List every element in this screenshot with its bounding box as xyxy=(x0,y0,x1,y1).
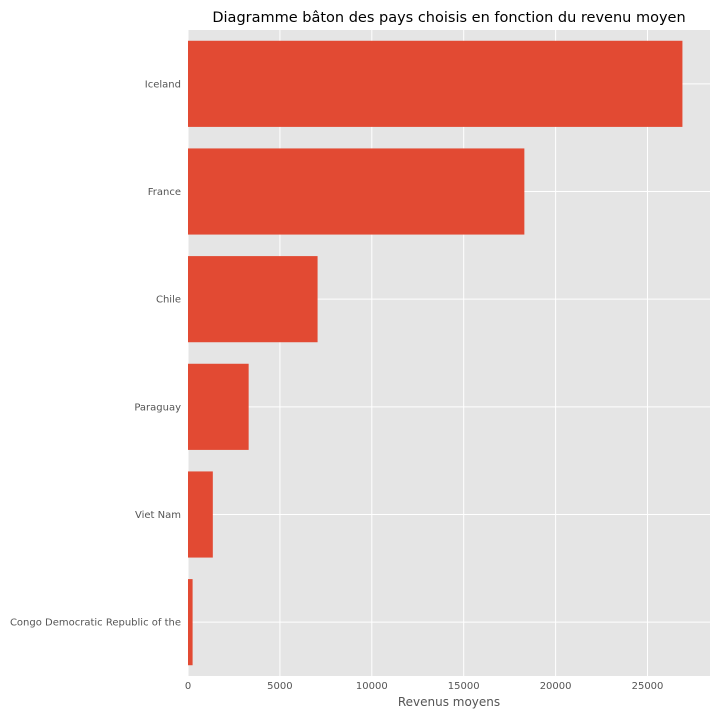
bars xyxy=(188,40,683,666)
bar xyxy=(188,471,213,558)
x-tick-label: 25000 xyxy=(632,681,664,692)
y-tick-labels: Iceland France Chile Paraguay Viet Nam Congo … xyxy=(10,79,181,628)
plot-area xyxy=(188,30,710,676)
x-tick-label: 10000 xyxy=(356,681,388,692)
x-tick-label: 20000 xyxy=(540,681,572,692)
bar xyxy=(188,256,318,343)
y-tick-label: France xyxy=(148,187,181,198)
x-tick-labels: 0 5000 10000 15000 20000 25000 xyxy=(185,681,664,692)
bar xyxy=(188,363,249,450)
x-tick-label: 0 xyxy=(185,681,191,692)
bar xyxy=(188,148,525,235)
bar xyxy=(188,579,193,666)
bar xyxy=(188,40,683,127)
y-tick-label: Paraguay xyxy=(134,402,181,413)
x-tick-label: 5000 xyxy=(267,681,292,692)
y-tick-label: Viet Nam xyxy=(135,510,181,521)
x-axis-label: Revenus moyens xyxy=(398,695,500,709)
y-tick-label: Iceland xyxy=(145,79,181,90)
x-tick-label: 15000 xyxy=(448,681,480,692)
y-tick-label: Chile xyxy=(156,295,181,306)
gridlines xyxy=(187,30,710,676)
y-tick-label: Congo Democratic Republic of the xyxy=(10,618,181,629)
chart-title: Diagramme bâton des pays choisis en fonc… xyxy=(212,10,685,26)
